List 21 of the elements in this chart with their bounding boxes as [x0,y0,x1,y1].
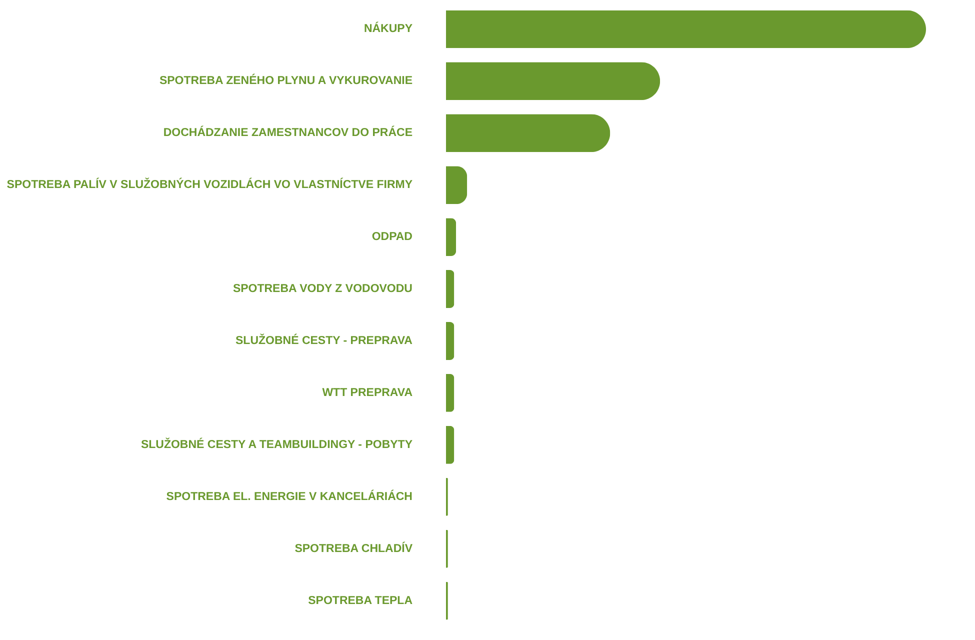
y-tick-label: DOCHÁDZANIE ZAMESTNANCOV DO PRÁCE [163,125,413,140]
y-tick-label: SPOTREBA TEPLA [308,594,412,607]
bar [446,374,454,412]
bar [446,322,454,360]
bar [446,218,456,256]
y-tick-label: WTT PREPRAVA [322,386,412,399]
bar [446,62,660,100]
bar [446,426,454,464]
y-tick-label: SPOTREBA EL. ENERGIE V KANCELÁRIÁCH [166,488,412,503]
y-tick-label: SPOTREBA PALÍV V SLUŽOBNÝCH VOZIDLÁCH VO VLASTNÍCTVE FIRMY [6,177,413,192]
y-tick-label: ODPAD [372,231,412,244]
y-tick-label: SPOTREBA VODY Z VODOVODU [232,283,412,296]
y-tick-label: SLUŽOBNÉ CESTY - PREPRAVA [236,332,412,347]
bar [446,270,454,308]
y-tick-label: SPOTREBA CHLADÍV [294,540,413,555]
y-tick-label: NÁKUPY [364,21,413,36]
bar [446,10,926,48]
bar [446,166,468,204]
bar [446,114,610,152]
y-tick-label: SLUŽOBNÉ CESTY A TEAMBUILDINGY - POBYTY [140,436,413,451]
y-tick-label: SPOTREBA ZENÉHO PLYNU A VYKUROVANIE [159,73,413,88]
